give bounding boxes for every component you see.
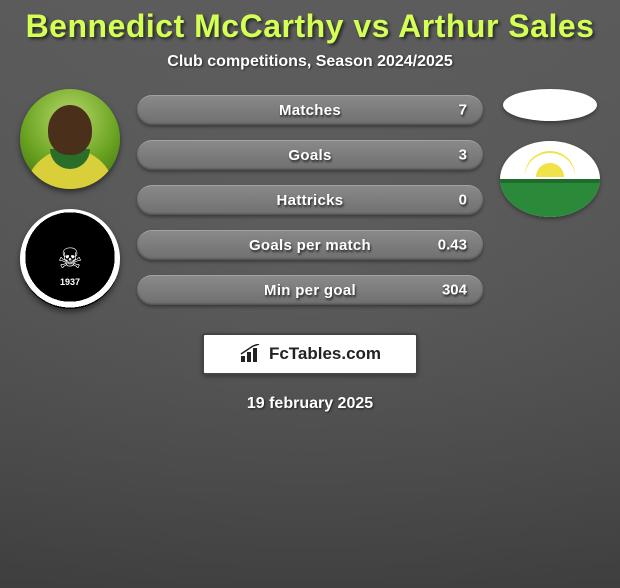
left-column: ☠ 1937 bbox=[10, 89, 130, 309]
stat-value: 0.43 bbox=[438, 237, 467, 254]
page-title: Bennedict McCarthy vs Arthur Sales bbox=[0, 8, 620, 45]
stat-bar-goals-per-match: Goals per match 0.43 bbox=[137, 230, 483, 260]
club-year: 1937 bbox=[60, 277, 80, 287]
comparison-layout: ☠ 1937 Matches 7 Goals 3 Hattricks 0 Goa… bbox=[0, 89, 620, 305]
stat-label: Goals bbox=[288, 147, 331, 164]
stat-bar-hattricks: Hattricks 0 bbox=[137, 185, 483, 215]
brand-box: FcTables.com bbox=[202, 333, 418, 375]
club-badge-sundowns bbox=[500, 141, 600, 217]
skull-crossbones-icon: ☠ bbox=[57, 245, 82, 273]
brand-text: FcTables.com bbox=[269, 344, 381, 364]
stat-bars: Matches 7 Goals 3 Hattricks 0 Goals per … bbox=[137, 89, 483, 305]
stat-value: 304 bbox=[442, 282, 467, 299]
stat-bar-goals: Goals 3 bbox=[137, 140, 483, 170]
subtitle: Club competitions, Season 2024/2025 bbox=[0, 53, 620, 71]
date-line: 19 february 2025 bbox=[0, 395, 620, 413]
stat-label: Hattricks bbox=[277, 192, 344, 209]
stat-label: Min per goal bbox=[264, 282, 356, 299]
bar-chart-icon bbox=[239, 344, 263, 364]
player-1-avatar bbox=[20, 89, 120, 189]
stat-label: Goals per match bbox=[249, 237, 371, 254]
stat-value: 3 bbox=[459, 147, 467, 164]
stat-value: 7 bbox=[459, 102, 467, 119]
stat-bar-min-per-goal: Min per goal 304 bbox=[137, 275, 483, 305]
stat-value: 0 bbox=[459, 192, 467, 209]
player-2-blank-oval bbox=[503, 89, 597, 121]
club-badge-pirates: ☠ 1937 bbox=[20, 209, 120, 309]
stat-label: Matches bbox=[279, 102, 341, 119]
stat-bar-matches: Matches 7 bbox=[137, 95, 483, 125]
right-column bbox=[490, 89, 610, 217]
